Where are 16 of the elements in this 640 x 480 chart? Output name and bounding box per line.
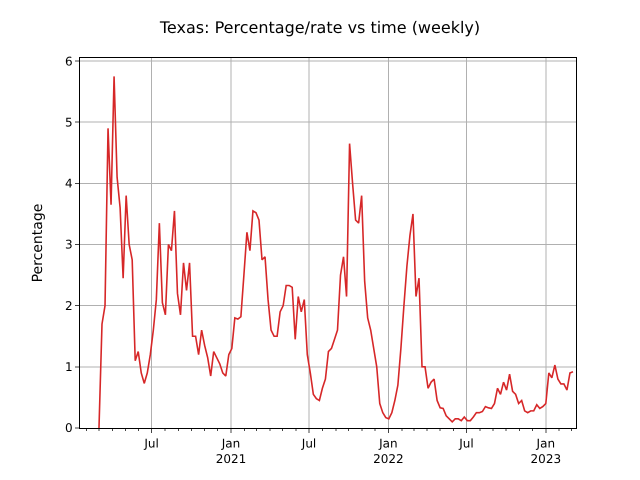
line-series xyxy=(98,76,574,428)
x-tick-label: Jan 2022 xyxy=(373,436,404,466)
x-tick-label: Jan 2021 xyxy=(216,436,246,466)
x-tick-label: Jul xyxy=(300,436,316,450)
y-axis-title: Percentage xyxy=(30,204,46,282)
x-tick-label: Jan 2023 xyxy=(530,436,562,466)
y-tick-label: 5 xyxy=(64,115,73,130)
chart-title: Texas: Percentage/rate vs time (weekly) xyxy=(158,18,480,37)
y-tick-label: 3 xyxy=(64,238,73,252)
y-tick-label: 4 xyxy=(64,176,73,191)
y-tick-label: 6 xyxy=(64,54,73,68)
x-tick-label: Jul xyxy=(143,436,159,450)
x-tick-label: Jul xyxy=(458,436,474,450)
y-tick-label: 1 xyxy=(64,360,73,374)
y-tick-label: 2 xyxy=(64,298,73,313)
y-tick-label: 0 xyxy=(64,421,73,436)
